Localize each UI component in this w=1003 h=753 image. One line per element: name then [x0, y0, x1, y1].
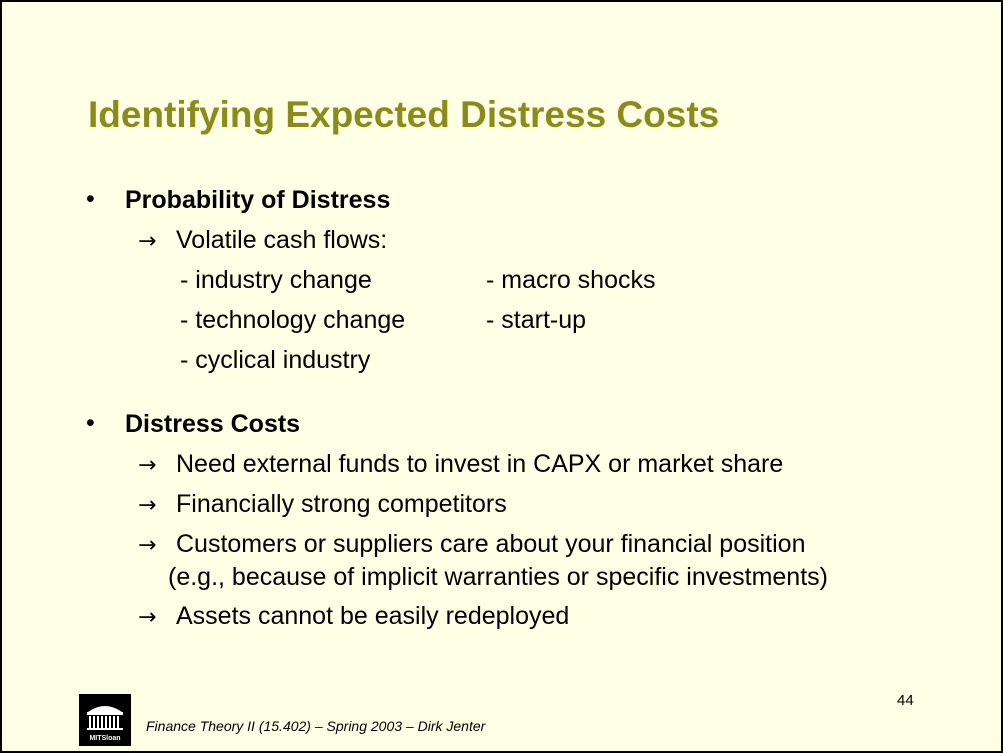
arrow-icon: → [138, 493, 157, 518]
bullet-dot: • [86, 409, 95, 437]
dome-building-icon: MITSloan [79, 694, 131, 746]
arrow-icon: → [138, 229, 157, 254]
list-item: → Need external funds to invest in CAPX o… [138, 450, 783, 479]
list-item-text: Financially strong competitors [176, 490, 507, 518]
page-number: 44 [897, 692, 914, 709]
arrow-icon: → [138, 605, 157, 630]
svg-text:MITSloan: MITSloan [89, 735, 120, 742]
list-item: → Customers or suppliers care about your … [138, 530, 805, 559]
list-item: → Assets cannot be easily redeployed [138, 602, 569, 631]
list-item: → Financially strong competitors [138, 490, 507, 519]
list-item: - macro shocks [486, 266, 656, 294]
list-item: - industry change [180, 266, 372, 294]
list-item-text: Assets cannot be easily redeployed [176, 602, 570, 630]
section-heading-distress-costs: Distress Costs [125, 410, 301, 438]
slide-title: Identifying Expected Distress Costs [88, 94, 720, 135]
list-item: - cyclical industry [180, 346, 371, 374]
subheading-line: → Volatile cash flows: [138, 226, 387, 255]
bullet-dot: • [86, 185, 95, 213]
list-item-text: Customers or suppliers care about your f… [176, 530, 806, 558]
list-item: - technology change [180, 306, 406, 334]
list-item-text: Need external funds to invest in CAPX or… [176, 450, 784, 478]
list-item-continuation: (e.g., because of implicit warranties or… [168, 563, 828, 591]
subheading-text: Volatile cash flows: [176, 226, 388, 254]
arrow-icon: → [138, 533, 157, 558]
mit-sloan-logo: MITSloan [79, 694, 131, 746]
footer-text: Finance Theory II (15.402) – Spring 2003… [146, 718, 486, 734]
list-item: - start-up [486, 306, 587, 334]
arrow-icon: → [138, 453, 157, 478]
section-heading-probability: Probability of Distress [125, 186, 391, 214]
